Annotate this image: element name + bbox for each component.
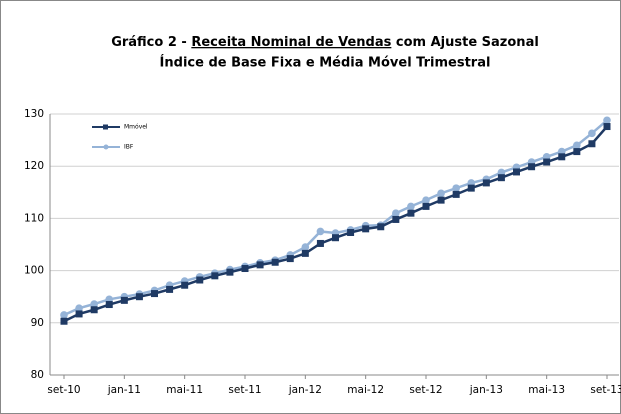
y-tick-label: 110 (24, 212, 44, 224)
data-point (422, 202, 430, 210)
data-point (332, 234, 339, 242)
data-point (407, 202, 415, 211)
chart-subtitle: Índice de Base Fixa e Média Móvel Trimes… (160, 55, 491, 71)
data-point (166, 285, 174, 293)
data-point (497, 174, 505, 182)
data-point (377, 223, 385, 231)
data-point (513, 168, 520, 176)
data-point (573, 148, 581, 156)
chart-title: Gráfico 2 - Receita Nominal de Vendas co… (111, 35, 539, 50)
title-part: com Ajuste Sazonal (391, 35, 538, 50)
data-point (437, 189, 445, 198)
y-tick-label: 130 (24, 108, 44, 120)
data-point (75, 304, 83, 312)
data-point (75, 310, 83, 318)
data-point (588, 140, 596, 148)
data-point (437, 196, 445, 204)
data-point (271, 258, 279, 266)
data-point (60, 311, 68, 319)
x-tick-label: set-10 (47, 384, 80, 396)
data-point (603, 123, 611, 131)
data-point (196, 276, 204, 284)
data-point (588, 129, 596, 138)
y-tick-label: 80 (31, 369, 44, 381)
data-point (573, 141, 581, 150)
data-point (135, 293, 143, 301)
title-part: Gráfico 2 - (111, 35, 191, 50)
data-point (362, 225, 370, 233)
data-point (528, 163, 536, 171)
legend-label: Mmóvel (124, 124, 148, 131)
x-tick-label: set-11 (228, 384, 261, 396)
data-point (558, 153, 566, 161)
data-point (105, 301, 113, 309)
data-point (543, 158, 551, 166)
x-tick-label: jan-13 (469, 384, 503, 396)
data-point (452, 190, 460, 198)
data-point (301, 249, 309, 257)
data-point (392, 215, 400, 223)
data-point (316, 227, 325, 236)
data-point (316, 239, 324, 247)
data-point (60, 317, 68, 325)
data-point (422, 196, 430, 204)
x-tick-label: mai-11 (166, 384, 203, 396)
y-tick-label: 100 (24, 265, 44, 277)
data-point (120, 296, 128, 304)
x-tick-label: jan-12 (288, 384, 322, 396)
data-point (90, 300, 98, 308)
data-point (452, 184, 460, 192)
data-point (226, 268, 234, 276)
x-tick-label: set-13 (590, 384, 621, 396)
legend-label: IBF (124, 144, 134, 151)
data-point (347, 228, 355, 236)
y-tick-label: 90 (31, 317, 44, 329)
y-tick-label: 120 (24, 160, 44, 172)
x-tick-label: mai-13 (528, 384, 565, 396)
legend-marker (103, 124, 108, 130)
data-point (241, 265, 249, 273)
data-point (90, 306, 98, 314)
data-point (256, 261, 264, 269)
data-point (151, 290, 158, 298)
legend-marker (103, 144, 109, 150)
data-point (603, 116, 611, 125)
data-point (407, 209, 415, 217)
data-point (286, 255, 294, 263)
data-point (181, 281, 189, 289)
title-part: Receita Nominal de Vendas (191, 35, 391, 50)
data-point (392, 209, 400, 217)
x-tick-label: jan-11 (107, 384, 141, 396)
data-point (211, 272, 219, 280)
x-tick-label: mai-12 (347, 384, 384, 396)
data-point (467, 184, 475, 192)
x-tick-label: set-12 (409, 384, 442, 396)
data-point (301, 243, 310, 251)
data-point (482, 179, 490, 187)
